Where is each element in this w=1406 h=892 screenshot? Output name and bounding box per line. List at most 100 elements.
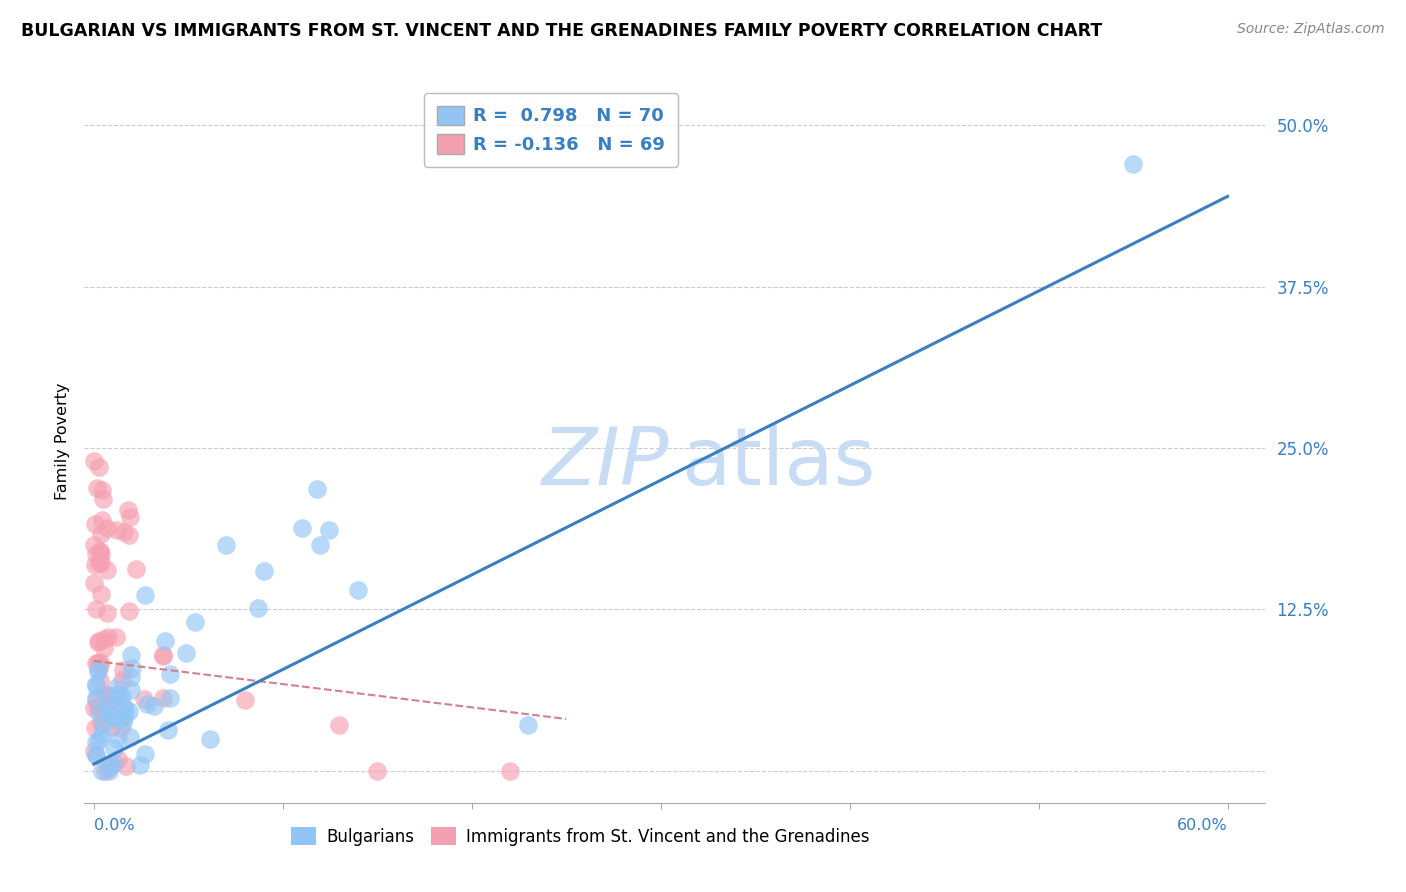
Point bbox=[118, 604, 141, 618]
Point bbox=[347, 582, 370, 597]
Point bbox=[83, 538, 105, 552]
Point bbox=[86, 735, 108, 749]
Point bbox=[84, 692, 107, 706]
Point bbox=[84, 747, 107, 762]
Point bbox=[97, 761, 120, 775]
Point bbox=[89, 543, 111, 558]
Point bbox=[83, 744, 105, 758]
Point bbox=[112, 663, 135, 677]
Point bbox=[98, 758, 121, 772]
Point bbox=[498, 764, 520, 778]
Point bbox=[101, 710, 124, 724]
Point bbox=[83, 575, 105, 590]
Point bbox=[111, 689, 134, 703]
Point bbox=[93, 632, 115, 647]
Text: 60.0%: 60.0% bbox=[1177, 818, 1227, 833]
Point bbox=[87, 700, 110, 714]
Point bbox=[94, 689, 117, 703]
Point bbox=[198, 732, 221, 747]
Point bbox=[87, 664, 110, 678]
Point bbox=[107, 687, 129, 701]
Point bbox=[107, 690, 129, 704]
Point bbox=[1122, 157, 1144, 171]
Point bbox=[174, 646, 197, 660]
Text: ZIP: ZIP bbox=[541, 425, 669, 502]
Point bbox=[114, 709, 136, 723]
Point bbox=[103, 693, 125, 707]
Point bbox=[90, 548, 112, 562]
Point bbox=[366, 764, 388, 778]
Point bbox=[96, 606, 118, 620]
Point bbox=[111, 673, 134, 687]
Point bbox=[84, 748, 107, 763]
Point bbox=[107, 752, 129, 766]
Point bbox=[121, 660, 143, 674]
Point bbox=[89, 658, 111, 673]
Point bbox=[90, 586, 112, 600]
Point bbox=[120, 648, 142, 663]
Point bbox=[93, 708, 115, 723]
Point bbox=[134, 588, 156, 602]
Point bbox=[83, 454, 105, 468]
Point bbox=[121, 670, 143, 684]
Point bbox=[104, 630, 127, 644]
Point bbox=[107, 731, 129, 746]
Point bbox=[84, 547, 107, 561]
Point bbox=[84, 679, 107, 693]
Point bbox=[100, 720, 122, 734]
Text: atlas: atlas bbox=[681, 425, 875, 502]
Point bbox=[309, 538, 332, 552]
Point bbox=[103, 740, 125, 755]
Point bbox=[89, 460, 111, 475]
Point bbox=[93, 689, 115, 703]
Point bbox=[97, 631, 120, 645]
Point bbox=[152, 648, 174, 663]
Point bbox=[90, 727, 112, 741]
Point bbox=[517, 718, 540, 732]
Point bbox=[108, 713, 131, 727]
Point bbox=[84, 691, 107, 706]
Point bbox=[152, 690, 174, 705]
Point bbox=[97, 704, 120, 718]
Point bbox=[87, 663, 110, 677]
Point bbox=[93, 640, 115, 655]
Point bbox=[87, 556, 110, 570]
Point bbox=[87, 733, 110, 747]
Point bbox=[134, 747, 156, 761]
Point bbox=[91, 764, 114, 778]
Text: 0.0%: 0.0% bbox=[94, 818, 135, 833]
Point bbox=[105, 680, 128, 694]
Point bbox=[91, 492, 114, 507]
Point bbox=[84, 602, 107, 616]
Point bbox=[247, 601, 270, 615]
Point bbox=[86, 657, 108, 671]
Point bbox=[89, 655, 111, 669]
Point bbox=[233, 692, 256, 706]
Point bbox=[96, 690, 118, 705]
Point bbox=[91, 718, 114, 732]
Point bbox=[89, 544, 111, 558]
Point bbox=[159, 691, 181, 706]
Point bbox=[86, 656, 108, 670]
Point bbox=[96, 687, 118, 701]
Point bbox=[118, 705, 141, 719]
Point bbox=[215, 538, 238, 552]
Point bbox=[125, 562, 148, 576]
Point bbox=[87, 633, 110, 648]
Point bbox=[91, 483, 114, 497]
Point bbox=[98, 764, 121, 778]
Point bbox=[90, 527, 112, 541]
Point bbox=[96, 563, 118, 577]
Point bbox=[89, 674, 111, 689]
Point bbox=[153, 634, 176, 648]
Point bbox=[91, 513, 114, 527]
Point bbox=[114, 702, 136, 716]
Point bbox=[83, 558, 105, 572]
Point bbox=[93, 764, 115, 778]
Y-axis label: Family Poverty: Family Poverty bbox=[55, 383, 70, 500]
Point bbox=[129, 757, 152, 772]
Point bbox=[90, 716, 112, 731]
Point bbox=[83, 700, 105, 714]
Point bbox=[89, 706, 111, 720]
Point bbox=[253, 564, 276, 578]
